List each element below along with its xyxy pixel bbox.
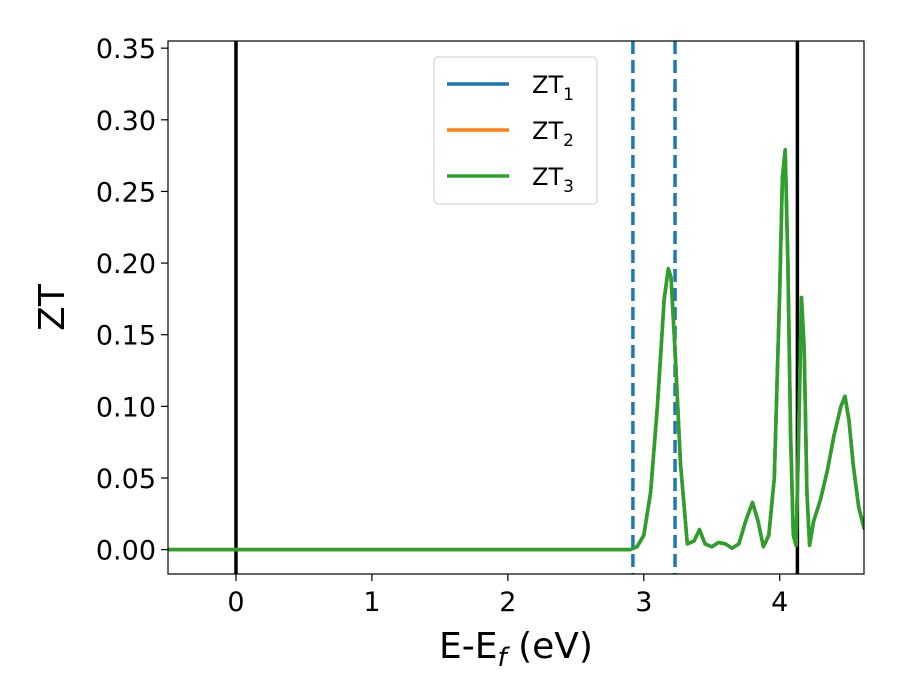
x-tick-label: 3 (635, 587, 652, 618)
series-line-3 (168, 148, 864, 552)
y-tick-label: 0.00 (96, 536, 156, 567)
x-axis-ticks: 0 1 2 3 4 (227, 574, 788, 618)
y-tick-label: 0.35 (96, 34, 156, 65)
series-lines (168, 148, 864, 552)
y-axis-ticks: 0.00 0.05 0.10 0.15 0.20 0.25 0.30 0.35 (96, 34, 168, 567)
y-tick-label: 0.05 (96, 464, 156, 495)
y-tick-label: 0.30 (96, 106, 156, 137)
y-axis-label: ZT (32, 283, 73, 331)
x-tick-label: 2 (499, 587, 516, 618)
legend-label-1: ZT1 (532, 71, 574, 105)
x-axis-label-main: E-E (439, 626, 497, 667)
plot-frame (167, 40, 865, 575)
x-tick-label: 1 (363, 587, 380, 618)
x-axis-label: E-Ef (eV) (439, 626, 593, 673)
y-tick-label: 0.10 (96, 392, 156, 423)
series-line-2 (168, 148, 864, 552)
y-tick-label: 0.20 (96, 249, 156, 280)
y-tick-label: 0.25 (96, 177, 156, 208)
y-tick-label: 0.15 (96, 321, 156, 352)
legend-label-3: ZT3 (532, 163, 574, 197)
x-tick-label: 4 (771, 587, 788, 618)
legend-box (433, 56, 598, 205)
legend: ZT1 ZT2 ZT3 (433, 56, 598, 205)
x-tick-label: 0 (227, 587, 244, 618)
legend-label-2: ZT2 (532, 117, 574, 151)
x-axis-label-suffix: (eV) (507, 626, 593, 667)
series-line-1 (168, 148, 864, 552)
